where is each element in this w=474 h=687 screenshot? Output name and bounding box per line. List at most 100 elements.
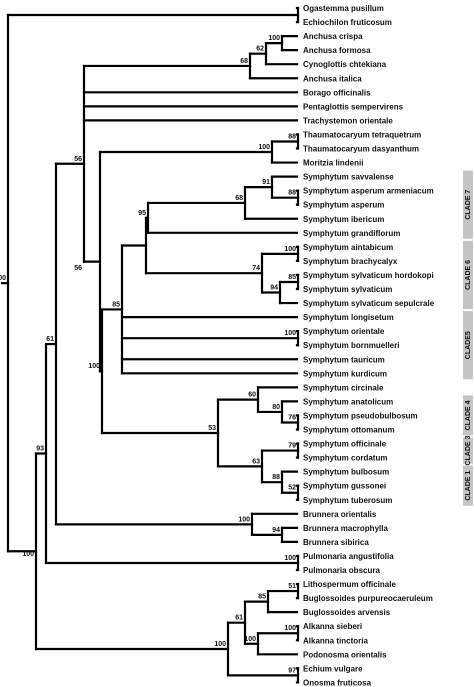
taxon-label: Symphytum anatolicum: [303, 397, 393, 406]
clade-label: CLADE 1: [465, 471, 472, 501]
taxon-label: Thaumatocaryum dasyanthum: [303, 145, 419, 154]
clade-label: CLADE 6: [465, 260, 472, 290]
support-value: 91: [262, 179, 270, 186]
taxon-label: Symphytum tauricum: [303, 355, 385, 364]
clade-bar: [463, 465, 473, 506]
taxon-label: Thaumatocaryum tetraquetrum: [303, 130, 421, 139]
clade-label: CLADE 7: [465, 190, 472, 220]
tree-branches: [0, 6, 300, 684]
taxon-label: Anchusa italica: [303, 74, 362, 83]
support-value: 56: [74, 265, 82, 272]
support-value: 94: [270, 285, 278, 292]
support-value: 94: [272, 527, 280, 534]
taxon-label: Borago officinalis: [303, 88, 371, 97]
support-value: 62: [256, 46, 264, 53]
taxon-label: Symphytum bulbosum: [303, 468, 389, 477]
taxon-label: Buglossoides purpureocaeruleum: [303, 594, 433, 603]
taxon-label: Lithospermum officinale: [303, 580, 396, 589]
support-value: 56: [74, 156, 82, 163]
taxon-label: Moritzia lindenii: [303, 159, 363, 168]
support-value: 53: [208, 425, 216, 432]
clade-bar: [463, 311, 473, 380]
support-value: 100: [284, 246, 296, 253]
support-value: 68: [235, 195, 243, 202]
taxon-label: Brunnera orientalis: [303, 510, 377, 519]
support-value: 100: [238, 516, 250, 523]
taxon-label: Symphytum asperum: [303, 201, 384, 210]
clade-bar: [463, 240, 473, 310]
taxon-label: Symphytum longisetum: [303, 313, 394, 322]
support-value: 80: [272, 404, 280, 411]
taxon-label: Symphytum asperum armeniacum: [303, 187, 434, 196]
taxon-label: Symphytum officinale: [303, 440, 387, 449]
taxon-label: Symphytum tuberosum: [303, 496, 392, 505]
support-value: 63: [252, 458, 260, 465]
support-value: 100: [258, 144, 270, 151]
support-value: 100: [284, 555, 296, 562]
support-value: 85: [258, 594, 266, 601]
taxon-label: Symphytum sylvaticum hordokopi: [303, 271, 434, 280]
support-value: 93: [36, 446, 44, 453]
taxon-label: Symphytum ibericum: [303, 215, 384, 224]
taxon-label: Alkanna tinctoria: [303, 636, 368, 645]
taxon-label: Trachystemon orientale: [303, 116, 393, 125]
taxon-label: Brunnera macrophylla: [303, 524, 388, 533]
support-value: 61: [235, 615, 243, 622]
taxon-label: Symphytum gussonei: [303, 482, 386, 491]
clade-label: CLADE5: [465, 331, 472, 359]
taxon-labels: Ogastemma pusillum Echiochilon fruticosum…: [303, 4, 435, 687]
support-value: 100: [214, 641, 226, 648]
support-value: 100: [284, 330, 296, 337]
taxon-label: Symphytum kurdicum: [303, 369, 387, 378]
clade-bar: [463, 437, 473, 464]
support-value: 85: [288, 274, 296, 281]
support-value: 100: [268, 35, 280, 42]
clade-markers: CLADE 7 CLADE 6 CLADE5 CLADE 4 CLADE 3 CLADE …: [463, 170, 473, 506]
support-value: 100: [88, 363, 100, 370]
support-value: 100: [244, 636, 256, 643]
taxon-label: Pulmonaria angustifolia: [303, 552, 394, 561]
taxon-label: Ogastemma pusillum: [303, 4, 384, 13]
taxon-label: Symphytum ottomanum: [303, 426, 395, 435]
support-value: 100: [0, 275, 6, 282]
support-value: 88: [272, 474, 280, 481]
taxon-label: Symphytum bornmuelleri: [303, 341, 399, 350]
taxon-label: Anchusa formosa: [303, 46, 371, 55]
clade-label: CLADE 3: [465, 435, 472, 465]
support-value: 68: [240, 58, 248, 65]
taxon-label: Pentaglottis sempervirens: [303, 102, 404, 111]
support-values: 100 62 68 88 100 88 91 68 95 100 85 94 74 100 85 76 80 60…: [0, 35, 296, 674]
taxon-label: Brunnera sibirica: [303, 538, 369, 547]
taxon-label: Buglossoides arvensis: [303, 608, 391, 617]
taxon-label: Symphytum cordatum: [303, 454, 387, 463]
support-value: 60: [248, 392, 256, 399]
taxon-label: Symphytum savvalense: [303, 173, 394, 182]
support-value: 52: [288, 485, 296, 492]
taxon-label: Onosma fruticosa: [303, 678, 372, 687]
support-value: 97: [288, 667, 296, 674]
support-value: 79: [288, 443, 296, 450]
support-value: 100: [22, 551, 34, 558]
taxon-label: Symphytum pseudobulbosum: [303, 411, 418, 420]
support-value: 61: [46, 336, 54, 343]
taxon-label: Symphytum grandiflorum: [303, 229, 400, 238]
taxon-label: Echiochilon fruticosum: [303, 18, 392, 27]
taxon-label: Symphytum orientale: [303, 327, 385, 336]
taxon-label: Symphytum circinale: [303, 383, 384, 392]
taxon-label: Alkanna sieberi: [303, 622, 362, 631]
taxon-label: Anchusa crispa: [303, 32, 363, 41]
taxon-label: Cynoglottis chtekiana: [303, 60, 387, 69]
support-value: 88: [288, 133, 296, 140]
support-value: 51: [288, 583, 296, 590]
clade-label: CLADE 4: [465, 400, 472, 430]
support-value: 85: [112, 301, 120, 308]
taxon-label: Symphytum aintabicum: [303, 243, 393, 252]
support-value: 100: [284, 625, 296, 632]
taxon-label: Symphytum brachycalyx: [303, 257, 398, 266]
taxon-label: Symphytum sylvaticum: [303, 285, 392, 294]
taxon-label: Symphytum sylvaticum sepulcrale: [303, 299, 435, 308]
support-value: 95: [138, 210, 146, 217]
taxon-label: Pulmonaria obscura: [303, 566, 380, 575]
clade-bar: [463, 395, 473, 436]
